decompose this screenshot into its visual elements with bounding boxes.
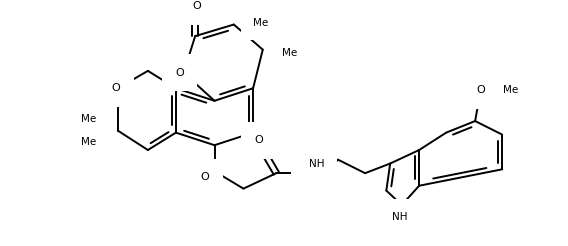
Text: O: O (254, 135, 264, 145)
Text: H: H (309, 157, 317, 167)
Text: O: O (477, 85, 485, 95)
Text: Me: Me (282, 48, 298, 59)
Text: NH: NH (392, 212, 408, 222)
Text: Me: Me (253, 18, 269, 28)
Text: Me: Me (81, 137, 97, 147)
Text: N: N (303, 164, 311, 174)
Text: O: O (193, 1, 202, 11)
Text: O: O (176, 68, 184, 78)
Text: O: O (112, 83, 120, 93)
Text: Me: Me (503, 85, 519, 95)
Text: O: O (201, 172, 209, 182)
Text: Me: Me (81, 114, 97, 124)
Text: NH: NH (309, 158, 324, 169)
